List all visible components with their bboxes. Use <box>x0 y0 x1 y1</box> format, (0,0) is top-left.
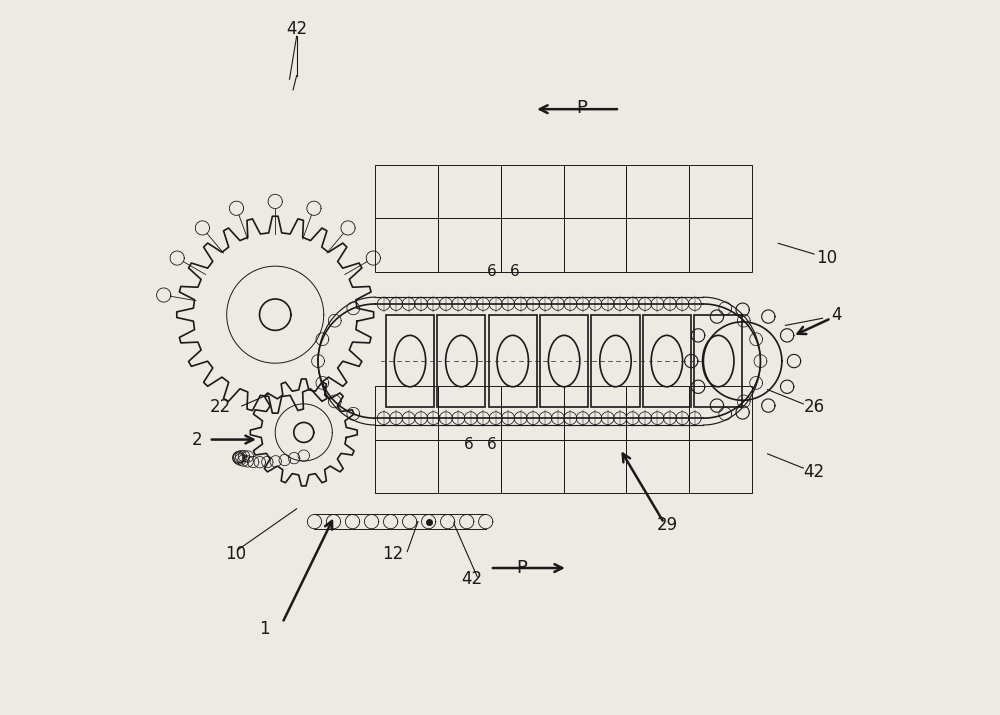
Bar <box>643 315 691 408</box>
Bar <box>689 218 752 272</box>
Bar <box>501 440 564 493</box>
Bar <box>626 440 689 493</box>
Text: 42: 42 <box>286 20 307 38</box>
Bar <box>626 386 689 440</box>
Bar <box>489 315 537 408</box>
Bar <box>386 315 434 408</box>
Text: 29: 29 <box>657 516 678 534</box>
Bar <box>375 386 438 440</box>
Bar <box>564 440 626 493</box>
Text: 2: 2 <box>191 430 202 448</box>
Bar <box>564 218 626 272</box>
Bar <box>564 386 626 440</box>
Bar <box>438 440 501 493</box>
Bar <box>689 165 752 218</box>
Text: 6: 6 <box>509 265 519 280</box>
Bar <box>501 386 564 440</box>
Text: 6: 6 <box>487 437 496 452</box>
Bar <box>501 165 564 218</box>
Text: 1: 1 <box>259 620 270 638</box>
Bar <box>501 218 564 272</box>
Text: 22: 22 <box>210 398 231 416</box>
Bar <box>375 440 438 493</box>
Text: 10: 10 <box>816 249 837 267</box>
Bar <box>694 315 742 408</box>
Bar <box>438 218 501 272</box>
Text: 42: 42 <box>803 463 825 480</box>
Bar <box>438 165 501 218</box>
Text: 6: 6 <box>464 437 473 452</box>
Text: 10: 10 <box>225 545 247 563</box>
Bar <box>540 315 588 408</box>
Text: 12: 12 <box>382 545 404 563</box>
Bar <box>689 440 752 493</box>
Bar <box>591 315 640 408</box>
Bar <box>564 165 626 218</box>
Text: 4: 4 <box>832 306 842 324</box>
Text: 26: 26 <box>803 398 825 416</box>
Bar <box>437 315 485 408</box>
Text: 6: 6 <box>487 265 496 280</box>
Text: P: P <box>577 99 588 117</box>
Text: 42: 42 <box>461 570 482 588</box>
Bar <box>375 165 438 218</box>
Bar <box>626 218 689 272</box>
Bar <box>438 386 501 440</box>
Bar <box>375 218 438 272</box>
Text: P: P <box>516 559 527 577</box>
Bar <box>626 165 689 218</box>
Bar <box>689 386 752 440</box>
